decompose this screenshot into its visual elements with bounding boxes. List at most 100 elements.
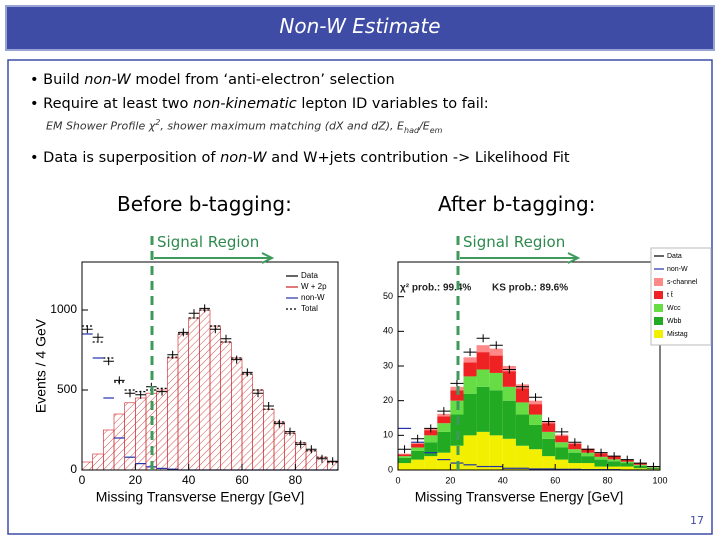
sub-text: 2: [155, 118, 161, 127]
bin-bar: [489, 348, 503, 356]
region-label: Signal Region: [463, 233, 566, 251]
data-point: [92, 333, 104, 342]
data-point: [263, 402, 274, 410]
bin-bar: [177, 333, 189, 471]
bin-bar: [463, 435, 477, 470]
data-point: [316, 454, 328, 463]
bin-bar: [463, 393, 477, 436]
data-point: [306, 445, 317, 454]
legend-label: s-channel: [667, 279, 698, 286]
bin-bar: [463, 357, 477, 363]
bullet: • Data is superposition of non-W and W+j…: [30, 150, 570, 166]
bin-bar: [620, 466, 634, 470]
bin-bar: [529, 424, 543, 450]
bin-bar: [476, 369, 490, 387]
bin-bar: [594, 459, 608, 467]
page-number: 17: [690, 514, 704, 527]
bin-bar: [515, 402, 529, 415]
data-point: [529, 393, 543, 402]
bin-bar: [489, 390, 503, 436]
legend-label: Data: [301, 271, 318, 280]
data-point: [542, 417, 556, 426]
bin-bar: [581, 463, 595, 470]
bin-bar: [476, 431, 490, 470]
data-point: [489, 341, 503, 350]
legend-label: t t̄: [667, 291, 673, 299]
x-tick-label: 80: [289, 473, 303, 487]
data-point: [210, 325, 221, 334]
bin-bar: [581, 456, 595, 464]
data-point: [555, 427, 569, 436]
y-tick-label: 1000: [50, 302, 77, 316]
bullet-text: and W+jets contribution -> Likelihood Fi…: [266, 150, 570, 166]
bullet-text: Require at least two: [43, 96, 194, 112]
data-point: [135, 390, 146, 399]
data-point: [463, 348, 477, 357]
data-point: [620, 455, 634, 464]
bin-bar: [502, 371, 516, 387]
data-point: [167, 350, 178, 359]
annotation: KS prob.: 89.6%: [492, 283, 568, 294]
sub-text: em: [429, 125, 443, 135]
bin-bar: [398, 456, 412, 458]
bin-bar: [241, 373, 253, 471]
data-point: [450, 379, 464, 388]
bin-bar: [437, 416, 451, 424]
x-tick-label: 20: [445, 475, 455, 485]
data-point: [242, 368, 253, 377]
bin-bar: [476, 345, 490, 353]
bin-bar: [555, 442, 569, 448]
sub-text: /E: [419, 119, 430, 133]
bin-bar: [398, 457, 412, 464]
bin-bar: [411, 447, 425, 451]
data-point: [398, 445, 412, 454]
sub-text: , shower maximum matching (dX and dZ), E: [160, 119, 405, 133]
bullet-text: lepton ID variables to fail:: [296, 96, 489, 112]
bin-bar: [568, 463, 582, 470]
slide-title: Non-W Estimate: [279, 14, 441, 38]
legend-label: Mistag: [667, 331, 688, 338]
legend-label: Wbb: [667, 318, 682, 325]
signal-arrow: [154, 252, 275, 264]
bin-bar: [450, 414, 464, 446]
data-point: [424, 424, 438, 433]
bin-bar: [542, 438, 556, 457]
bin-bar: [489, 355, 503, 373]
bin-bar: [607, 459, 621, 462]
x-axis-label: Missing Transverse Energy [GeV]: [415, 489, 624, 505]
bin-bar: [542, 456, 556, 470]
bin-bar: [607, 461, 621, 467]
bin-bar: [103, 429, 115, 471]
content-frame: [7, 59, 713, 535]
legend-label: Total: [301, 304, 318, 313]
bullet-text: Build: [43, 72, 85, 88]
bin-bar: [411, 444, 425, 448]
data-point: [274, 419, 285, 428]
bin-bar: [305, 450, 317, 471]
bullet-text: non-W: [84, 72, 131, 88]
data-point: [327, 457, 338, 466]
bin-bar: [515, 414, 529, 446]
bin-bar: [284, 432, 296, 471]
data-point: [156, 387, 168, 396]
bin-bar: [529, 449, 543, 470]
bin-bar: [568, 449, 582, 453]
bin-bar: [167, 357, 179, 471]
bin-bar: [411, 450, 425, 460]
y-tick-label: 0: [388, 464, 393, 474]
y-tick-label: 40: [383, 326, 393, 336]
legend-swatch: [654, 304, 663, 312]
legend-swatch: [654, 330, 663, 338]
bin-bar: [555, 447, 569, 460]
data-point: [103, 357, 114, 366]
bin-bar: [463, 362, 477, 377]
x-tick-label: 60: [550, 475, 560, 485]
bin-bar: [231, 357, 243, 471]
y-axis-label: Events / 4 GeV: [33, 318, 49, 413]
bin-bar: [450, 390, 464, 401]
bin-bar: [220, 341, 232, 471]
sub-bullet: EM Shower Profile χ2, shower maximum mat…: [46, 118, 442, 135]
x-tick-label: 20: [129, 473, 143, 487]
legend-swatch: [654, 278, 663, 286]
